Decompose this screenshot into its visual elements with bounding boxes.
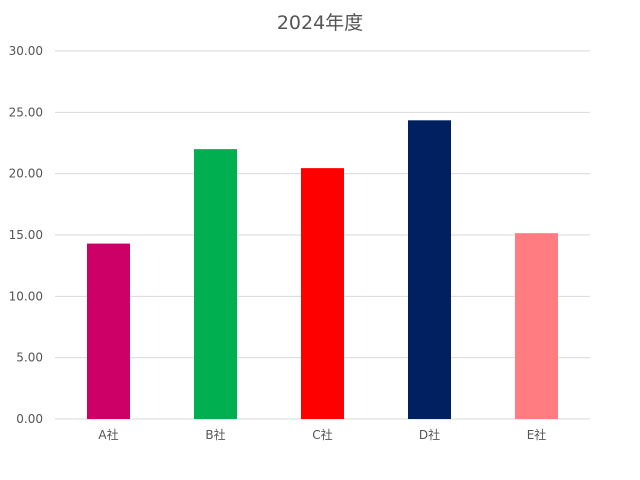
x-axis-tick-labels: A社 B社 C社 D社 E社 [98, 427, 546, 442]
y-tick-label: 25.00 [9, 105, 43, 119]
bars [87, 120, 558, 419]
chart-title: 2024年度 [276, 12, 364, 34]
y-tick-label: 20.00 [9, 167, 43, 181]
bar-5 [515, 233, 558, 419]
y-tick-label: 0.00 [16, 412, 43, 426]
x-tick-label: A社 [98, 427, 118, 442]
y-tick-label: 30.00 [9, 44, 43, 58]
x-tick-label: B社 [205, 427, 225, 442]
x-tick-label: C社 [312, 427, 332, 442]
bar-4 [408, 120, 451, 419]
bar-1 [87, 243, 130, 419]
x-tick-label: E社 [527, 427, 547, 442]
bar-2 [194, 149, 237, 419]
bar-3 [301, 168, 344, 419]
x-tick-label: D社 [419, 427, 440, 442]
y-tick-label: 15.00 [9, 228, 43, 242]
y-tick-label: 10.00 [9, 289, 43, 303]
y-tick-label: 5.00 [16, 351, 43, 365]
y-axis-tick-labels: 0.00 5.00 10.00 15.00 20.00 25.00 30.00 [9, 44, 43, 426]
